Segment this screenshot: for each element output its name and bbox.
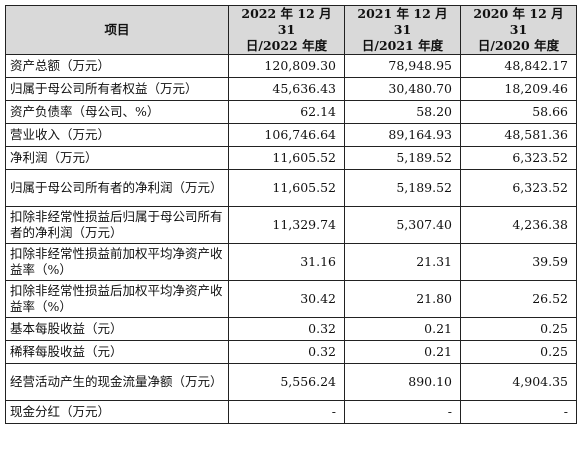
cell-2020: 18,209.46: [460, 77, 577, 101]
cell-2022: 62.14: [228, 100, 345, 124]
financial-data-table: 项目 2022 年 12 月 31 日/2022 年度 2021 年 12 月 …: [5, 5, 577, 424]
cell-2020: 4,904.35: [460, 363, 577, 401]
row-label: 净利润（万元）: [5, 146, 229, 170]
cell-2020: 0.25: [460, 317, 577, 341]
table-row: 营业收入（万元） 106,746.64 89,164.93 48,581.36: [5, 123, 577, 147]
cell-2022: -: [228, 400, 345, 424]
cell-2021: 5,307.40: [344, 206, 461, 244]
header-2021: 2021 年 12 月 31 日/2021 年度: [344, 5, 461, 55]
table-row: 基本每股收益（元） 0.32 0.21 0.25: [5, 317, 577, 341]
cell-2022: 45,636.43: [228, 77, 345, 101]
cell-2022: 106,746.64: [228, 123, 345, 147]
cell-2022: 11,605.52: [228, 146, 345, 170]
header-2021-line1: 2021 年 12 月 31: [357, 6, 448, 37]
cell-2020: 0.25: [460, 340, 577, 364]
row-label: 营业收入（万元）: [5, 123, 229, 147]
cell-2022: 0.32: [228, 317, 345, 341]
cell-2021: 30,480.70: [344, 77, 461, 101]
cell-2022: 0.32: [228, 340, 345, 364]
cell-2020: 48,842.17: [460, 54, 577, 78]
cell-2020: -: [460, 400, 577, 424]
cell-2022: 11,605.52: [228, 169, 345, 207]
cell-2022: 11,329.74: [228, 206, 345, 244]
cell-2020: 39.59: [460, 243, 577, 281]
table-header-row: 项目 2022 年 12 月 31 日/2022 年度 2021 年 12 月 …: [5, 5, 577, 55]
row-label: 扣除非经常性损益后加权平均净资产收益率（%）: [5, 280, 229, 318]
header-2021-line2: 日/2021 年度: [361, 38, 444, 53]
row-label: 资产总额（万元）: [5, 54, 229, 78]
table-row: 资产总额（万元） 120,809.30 78,948.95 48,842.17: [5, 54, 577, 78]
table-row: 经营活动产生的现金流量净额（万元） 5,556.24 890.10 4,904.…: [5, 363, 577, 401]
row-label: 经营活动产生的现金流量净额（万元）: [5, 363, 229, 401]
cell-2020: 58.66: [460, 100, 577, 124]
header-item-text: 项目: [104, 22, 130, 37]
cell-2020: 4,236.38: [460, 206, 577, 244]
row-label: 扣除非经常性损益后归属于母公司所有者的净利润（万元）: [5, 206, 229, 244]
table-row: 归属于母公司所有者权益（万元） 45,636.43 30,480.70 18,2…: [5, 77, 577, 101]
table-row: 稀释每股收益（元） 0.32 0.21 0.25: [5, 340, 577, 364]
cell-2021: 890.10: [344, 363, 461, 401]
cell-2022: 5,556.24: [228, 363, 345, 401]
row-label: 资产负债率（母公司、%）: [5, 100, 229, 124]
header-2022-line2: 日/2022 年度: [245, 38, 328, 53]
table-row: 净利润（万元） 11,605.52 5,189.52 6,323.52: [5, 146, 577, 170]
header-2020-line2: 日/2020 年度: [477, 38, 560, 53]
cell-2022: 31.16: [228, 243, 345, 281]
row-label: 现金分红（万元）: [5, 400, 229, 424]
cell-2021: 21.80: [344, 280, 461, 318]
cell-2020: 6,323.52: [460, 146, 577, 170]
header-2020-line1: 2020 年 12 月 31: [473, 6, 564, 37]
row-label: 扣除非经常性损益前加权平均净资产收益率（%）: [5, 243, 229, 281]
table-row: 扣除非经常性损益后归属于母公司所有者的净利润（万元） 11,329.74 5,3…: [5, 206, 577, 244]
table-row: 资产负债率（母公司、%） 62.14 58.20 58.66: [5, 100, 577, 124]
cell-2021: 89,164.93: [344, 123, 461, 147]
row-label: 归属于母公司所有者的净利润（万元）: [5, 169, 229, 207]
header-2022-line1: 2022 年 12 月 31: [241, 6, 332, 37]
row-label: 基本每股收益（元）: [5, 317, 229, 341]
cell-2022: 120,809.30: [228, 54, 345, 78]
header-2022: 2022 年 12 月 31 日/2022 年度: [228, 5, 345, 55]
cell-2021: 0.21: [344, 317, 461, 341]
cell-2021: 21.31: [344, 243, 461, 281]
cell-2020: 48,581.36: [460, 123, 577, 147]
table-row: 扣除非经常性损益后加权平均净资产收益率（%） 30.42 21.80 26.52: [5, 280, 577, 318]
cell-2021: 0.21: [344, 340, 461, 364]
cell-2020: 6,323.52: [460, 169, 577, 207]
table-row: 归属于母公司所有者的净利润（万元） 11,605.52 5,189.52 6,3…: [5, 169, 577, 207]
header-2020: 2020 年 12 月 31 日/2020 年度: [460, 5, 577, 55]
row-label: 稀释每股收益（元）: [5, 340, 229, 364]
row-label: 归属于母公司所有者权益（万元）: [5, 77, 229, 101]
cell-2021: 78,948.95: [344, 54, 461, 78]
cell-2020: 26.52: [460, 280, 577, 318]
table-row: 扣除非经常性损益前加权平均净资产收益率（%） 31.16 21.31 39.59: [5, 243, 577, 281]
cell-2021: -: [344, 400, 461, 424]
table-row: 现金分红（万元） - - -: [5, 400, 577, 424]
cell-2021: 5,189.52: [344, 146, 461, 170]
cell-2022: 30.42: [228, 280, 345, 318]
cell-2021: 5,189.52: [344, 169, 461, 207]
cell-2021: 58.20: [344, 100, 461, 124]
header-item: 项目: [5, 5, 229, 55]
